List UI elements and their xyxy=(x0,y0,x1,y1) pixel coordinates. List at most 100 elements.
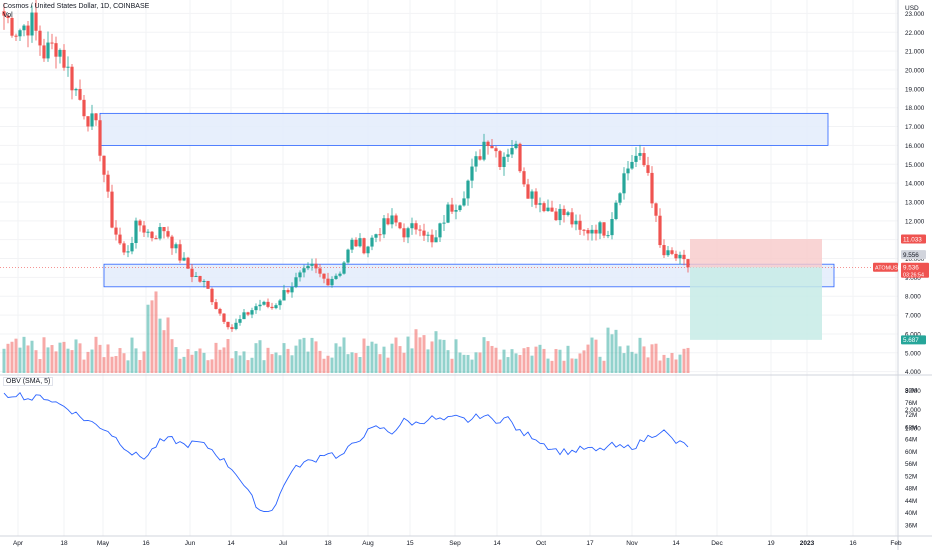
candle-body xyxy=(118,234,122,244)
candle-body xyxy=(230,327,234,330)
volume-bar xyxy=(638,337,642,373)
volume-bar xyxy=(510,349,514,373)
position-target-zone xyxy=(690,267,822,340)
candle-body xyxy=(626,168,630,174)
obv-legend[interactable]: OBV (SMA, 5) xyxy=(3,377,54,386)
candle-body xyxy=(354,239,358,247)
price-tick-label: 18.000 xyxy=(905,105,925,112)
obv-axis[interactable]: 80M 76M 72M 68M 64M 60M 56M 52M 48M 44M 40M 36M xyxy=(905,388,917,530)
volume-bar xyxy=(318,350,322,373)
candle-body xyxy=(170,236,174,249)
volume-bar xyxy=(486,341,490,373)
candle-body xyxy=(150,231,154,239)
volume-bar xyxy=(98,344,102,373)
candle-body xyxy=(454,210,458,212)
time-tick-label: Nov xyxy=(626,540,638,547)
volume-bar xyxy=(538,344,542,373)
time-tick-label: 16 xyxy=(142,540,150,547)
volume-bar xyxy=(174,347,178,373)
obv-tick-label: 48M xyxy=(905,486,917,493)
candle-body xyxy=(30,12,34,36)
volume-bar xyxy=(214,342,218,373)
candle-body xyxy=(178,244,182,261)
volume-bar xyxy=(46,347,50,373)
volume-bar xyxy=(18,347,22,373)
volume-bar xyxy=(374,343,378,373)
volume-bar xyxy=(682,348,686,373)
symbol-legend[interactable]: Cosmos / United States Dollar, 1D, COINB… xyxy=(3,3,150,10)
volume-bar xyxy=(166,317,170,373)
short-position-tool[interactable] xyxy=(690,239,822,340)
candle-body xyxy=(518,143,522,172)
volume-bar xyxy=(498,359,502,373)
candle-body xyxy=(634,155,638,162)
candle-body xyxy=(262,301,266,305)
volume-bar xyxy=(154,291,158,373)
candle-body xyxy=(398,222,402,229)
volume-bar xyxy=(614,329,618,373)
candle-body xyxy=(282,290,286,301)
obv-tick-label: 36M xyxy=(905,522,917,529)
countdown-label: 03:26:54 xyxy=(903,272,924,278)
volume-bar xyxy=(634,353,638,373)
candle-body xyxy=(446,204,450,223)
candle-body xyxy=(610,219,614,236)
volume-bar xyxy=(266,347,270,373)
current-price-bg xyxy=(901,262,929,278)
candle-body xyxy=(250,310,254,315)
time-tick-label: 14 xyxy=(493,540,501,547)
volume-bar xyxy=(450,358,454,373)
volume-bar xyxy=(58,342,62,373)
candle-body xyxy=(686,259,690,268)
volume-bar xyxy=(594,339,598,373)
price-tick-label: 10.000 xyxy=(905,256,925,263)
volume-bar xyxy=(134,348,138,373)
volume-bar xyxy=(494,347,498,373)
candle-body xyxy=(366,246,370,254)
candle-body xyxy=(330,278,334,286)
volume-bar xyxy=(350,352,354,373)
candle-body xyxy=(666,250,670,256)
volume-bar xyxy=(162,330,166,373)
volume-bar xyxy=(562,360,566,373)
candle-body xyxy=(210,288,214,303)
volume-bar xyxy=(142,351,146,373)
volume-bar xyxy=(606,327,610,373)
candle-body xyxy=(638,153,642,156)
volume-bars xyxy=(2,291,690,373)
candle-body xyxy=(38,30,42,46)
candle-body xyxy=(294,277,298,287)
candle-body xyxy=(58,49,62,57)
candle-body xyxy=(122,243,126,253)
candle-body xyxy=(162,227,166,232)
time-tick-label: May xyxy=(97,540,110,547)
candle-body xyxy=(290,286,294,293)
candle-body xyxy=(602,222,606,236)
time-axis[interactable]: Apr 18 May 16 Jun 14 Jul 18 Aug 15 Sep 14 Oct 17 Nov 14… xyxy=(13,540,902,547)
obv-tick-label: 56M xyxy=(905,461,917,468)
candle-body xyxy=(466,180,470,199)
candle-body xyxy=(126,251,130,253)
volume-bar xyxy=(238,355,242,373)
time-tick-label: Feb xyxy=(890,540,902,547)
volume-bar xyxy=(242,351,246,373)
time-tick-label: Dec xyxy=(711,540,723,547)
volume-bar xyxy=(26,345,30,373)
candle-body xyxy=(678,254,682,259)
price-tick-label: 20.000 xyxy=(905,67,925,74)
price-axis-currency: USD xyxy=(905,5,919,12)
candle-body xyxy=(558,208,562,221)
volume-bar xyxy=(366,345,370,373)
candle-body xyxy=(494,148,498,152)
volume-bar xyxy=(206,360,210,373)
candle-body xyxy=(482,141,486,160)
volume-bar xyxy=(114,356,118,373)
volume-bar xyxy=(122,353,126,373)
candle-body xyxy=(350,239,354,250)
candles-layer[interactable] xyxy=(2,0,690,332)
volume-bar xyxy=(86,351,90,373)
volume-bar xyxy=(422,335,426,373)
candle-body xyxy=(326,278,330,286)
